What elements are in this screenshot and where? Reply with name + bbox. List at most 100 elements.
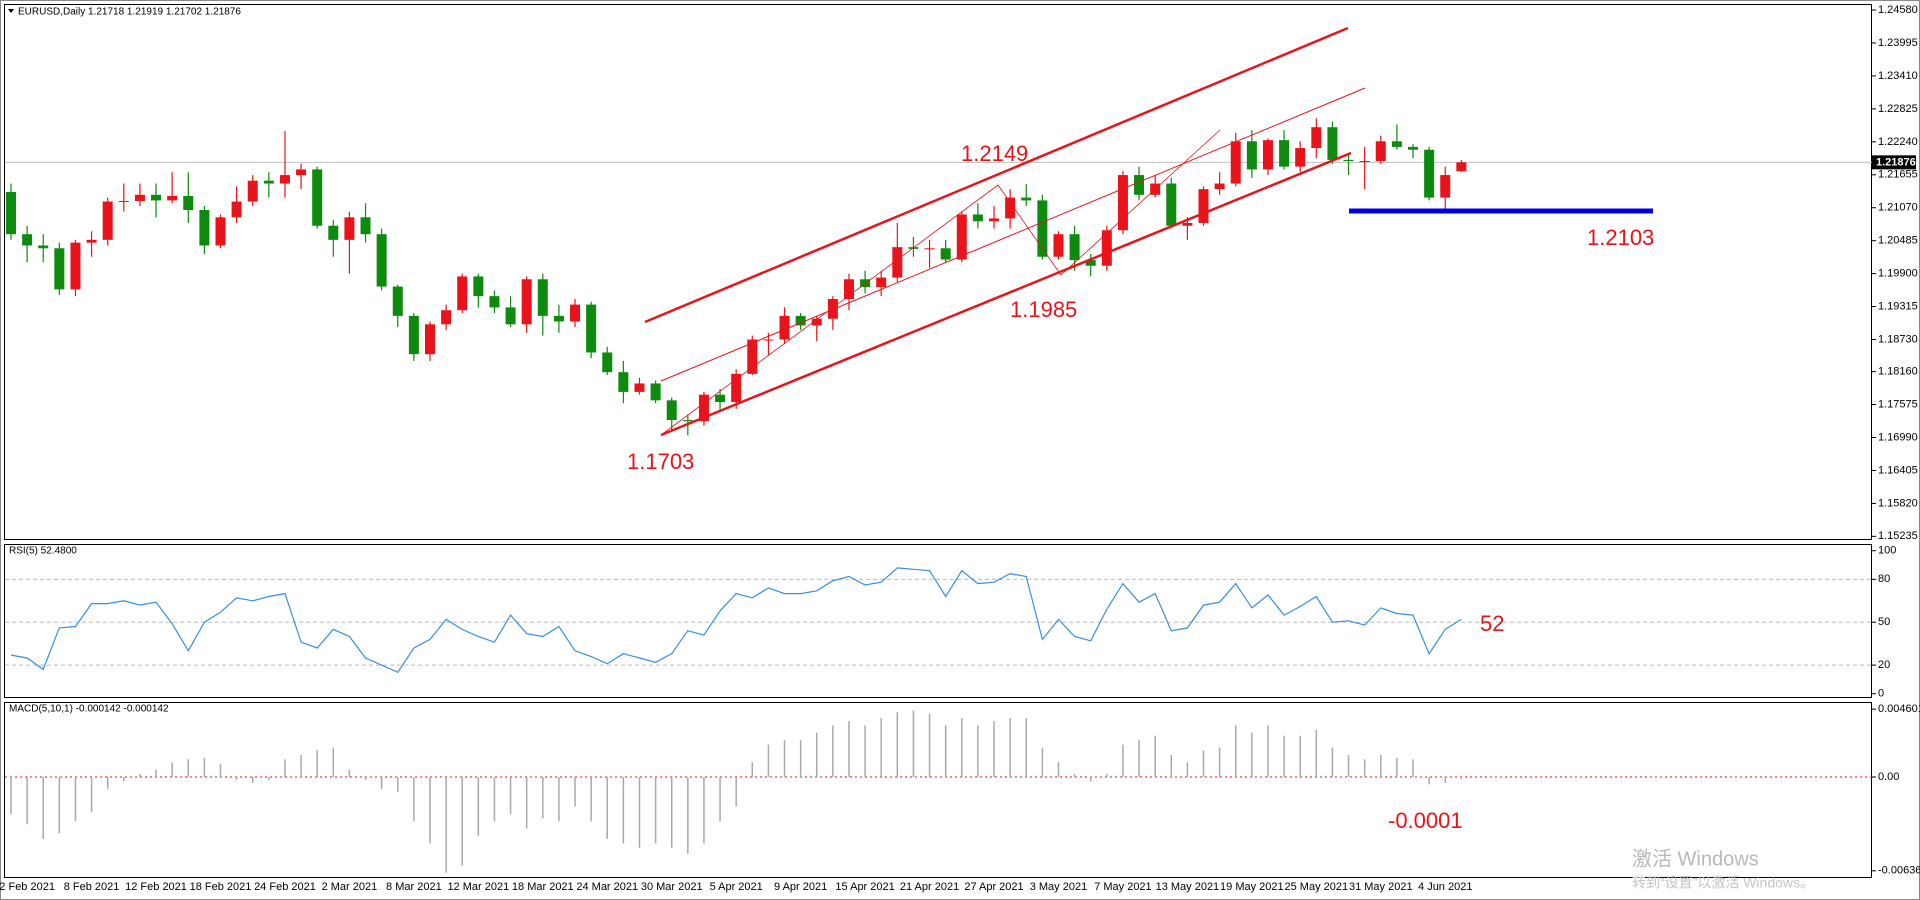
y-tick-label: 1.19315 [1878,300,1918,312]
candle-body [956,214,967,260]
y-tick-label: 1.20485 [1878,235,1918,247]
y-tick-label: 1.15235 [1878,530,1918,542]
x-tick-label: 25 May 2021 [1285,881,1349,893]
menu-triangle[interactable] [8,9,14,13]
candle-body [473,276,484,297]
candle-body [827,298,838,319]
watermark: 激活 Windows [1632,847,1759,870]
candle-body [1375,141,1386,161]
candle-body [521,279,532,325]
candle-body [650,383,661,401]
candle-body [1311,127,1322,149]
candle-body [312,169,323,226]
candle-body [1343,159,1354,161]
candle-body [183,195,194,210]
candle-body [360,217,371,235]
candle-body [924,248,935,250]
candle-body [666,400,677,421]
candle-body [1440,175,1451,198]
candle-body [763,339,774,341]
y-tick-label: 1.18730 [1878,333,1918,345]
candle-body [811,318,822,326]
x-tick-label: 9 Apr 2021 [774,881,827,893]
candle-body [457,276,468,311]
candle-body [54,248,65,290]
y-tick-label: 100 [1878,545,1896,557]
candle-body [1166,183,1177,226]
candle-body [1295,148,1306,167]
x-tick-label: 3 May 2021 [1030,881,1087,893]
x-tick-label: 2 Feb 2021 [0,881,55,893]
x-tick-label: 24 Feb 2021 [254,881,316,893]
candle-body [1053,234,1064,257]
candle-body [940,248,951,260]
y-tick-label: 1.23410 [1878,70,1918,82]
candle-body [505,307,516,325]
candle-body [747,339,758,374]
candle-body [1359,160,1370,162]
y-tick-label: 1.16990 [1878,431,1918,443]
rsi-header: RSI(5) 52.4800 [9,546,77,557]
candle-body [489,296,500,308]
candle-body [731,373,742,403]
y-tick-label: 1.21655 [1878,169,1918,181]
x-tick-label: 7 May 2021 [1094,881,1151,893]
x-tick-label: 24 Mar 2021 [576,881,638,893]
x-tick-label: 12 Feb 2021 [125,881,187,893]
candle-body [602,352,613,373]
candle-body [537,279,548,316]
y-tick-label: 1.17575 [1878,398,1918,410]
candle-body [876,277,887,288]
macd-header: MACD(5,10,1) -0.000142 -0.000142 [9,704,169,715]
candle-body [634,383,645,392]
price-panel [4,4,1872,540]
y-tick-label: 50 [1878,616,1890,628]
candle-body [1230,141,1241,184]
candle-body [6,191,16,235]
y-tick-label: 0 [1878,688,1884,700]
x-tick-label: 8 Feb 2021 [64,881,120,893]
candle-body [1037,200,1048,257]
y-tick-label: 1.18160 [1878,366,1918,378]
x-tick-label: 5 Apr 2021 [710,881,763,893]
candle-body [1391,141,1402,147]
y-tick-label: 1.15820 [1878,497,1918,509]
x-tick-label: 15 Apr 2021 [835,881,894,893]
candle-body [86,239,97,243]
annotation: 1.2149 [961,141,1028,166]
x-tick-label: 4 Jun 2021 [1418,881,1472,893]
candle-body [1246,141,1257,170]
candle-body [1182,222,1193,226]
candle-body [199,209,210,246]
candle-body [1214,183,1225,190]
current-price-tag [1872,155,1916,170]
candle-body [1085,260,1096,266]
candle-body [167,195,178,201]
candle-body [279,175,290,184]
x-tick-label: 18 Mar 2021 [512,881,574,893]
candle-body [70,242,81,290]
candle-body [1279,140,1290,167]
x-tick-label: 27 Apr 2021 [964,881,1023,893]
annotation: 1.2103 [1587,225,1654,250]
candle-body [1134,175,1145,195]
y-tick-label: 1.19900 [1878,268,1918,280]
candle-body [843,279,854,299]
x-tick-label: 19 May 2021 [1220,881,1284,893]
candle-body [151,194,162,201]
candle-body [247,180,258,202]
candle-body [586,304,597,353]
y-tick-label: 1.22240 [1878,136,1918,148]
candle-body [892,247,903,278]
x-tick-label: 8 Mar 2021 [386,881,442,893]
y-tick-label: 20 [1878,659,1890,671]
candle-body [1424,149,1435,198]
candle-body [618,372,629,392]
candle-body [1005,197,1016,219]
x-tick-label: 21 Apr 2021 [900,881,959,893]
annotation: 52 [1480,611,1504,636]
annotation: -0.0001 [1388,808,1463,833]
